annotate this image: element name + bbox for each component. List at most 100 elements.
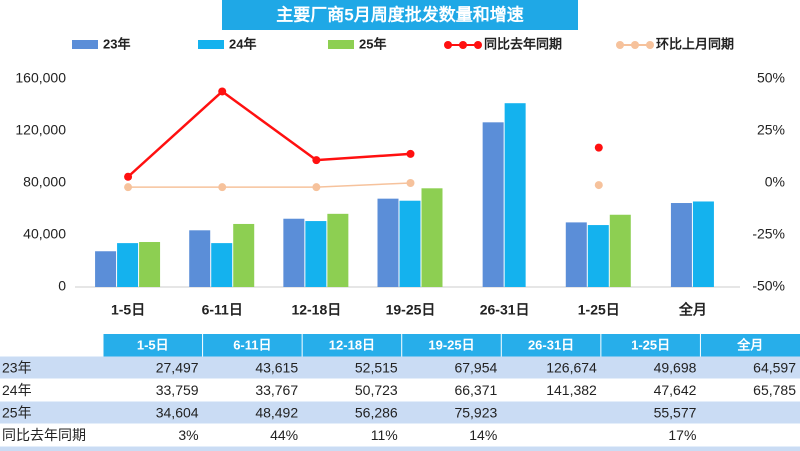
table-cell: 44% (270, 427, 298, 443)
legend-label: 24年 (229, 36, 256, 51)
table-cell: 3% (178, 427, 198, 443)
table-header: 1-5日 (137, 338, 169, 353)
bar (421, 188, 443, 287)
table-cell: 11% (371, 427, 398, 443)
line-point (406, 179, 415, 187)
table-row-bg (0, 356, 800, 379)
table-header: 12-18日 (329, 338, 375, 353)
legend-dot (444, 41, 452, 49)
table-row-bg (0, 379, 800, 402)
bar (117, 243, 139, 287)
line-point (312, 183, 321, 192)
x-tick-label: 6-11日 (202, 302, 243, 318)
table-cell: 33,767 (255, 382, 298, 398)
y2-tick-label: 0% (765, 174, 785, 190)
bar (504, 103, 526, 287)
bar (399, 200, 421, 287)
x-tick-label: 1-25日 (578, 302, 620, 318)
bar (609, 214, 631, 287)
table-cell: 67,954 (454, 359, 497, 375)
legend-dot (459, 41, 467, 49)
line-point (218, 183, 227, 192)
y-tick-label: 160,000 (15, 70, 66, 86)
y2-tick-label: 50% (757, 70, 785, 86)
table-cell: 50,723 (355, 382, 398, 398)
table-header: 26-31日 (528, 338, 574, 353)
line (128, 183, 599, 187)
line-point (594, 143, 603, 152)
y2-tick-label: -25% (752, 226, 785, 242)
legend-label: 环比上月同期 (656, 36, 734, 51)
legend-swatch (72, 40, 98, 49)
table-cell: 64,597 (753, 359, 796, 375)
line-point (124, 183, 133, 192)
line (128, 91, 599, 176)
legend-dot (474, 41, 482, 49)
x-tick-label: 全月 (678, 302, 707, 318)
bar (211, 243, 233, 287)
table-cell: 55,577 (654, 404, 697, 420)
bar (305, 221, 327, 287)
bar (482, 122, 504, 288)
bar (327, 213, 349, 287)
table-cell: 33,759 (156, 382, 199, 398)
legend-swatch (198, 40, 224, 49)
y-tick-label: 0 (58, 278, 66, 294)
bar (189, 230, 211, 287)
table-row-bg (0, 424, 800, 447)
y-tick-label: 120,000 (15, 122, 66, 138)
bar (283, 218, 305, 287)
table-header-bg (103, 334, 800, 357)
legend-label: 25年 (359, 36, 386, 51)
table-cell: 47,642 (654, 382, 697, 398)
x-tick-label: 1-5日 (111, 302, 145, 318)
x-tick-label: 26-31日 (480, 302, 530, 318)
table-cell: 65,785 (753, 382, 796, 398)
line-point (124, 172, 133, 181)
legend-dot (616, 41, 624, 49)
table-cell: 17% (668, 427, 696, 443)
table-cell: 48,492 (255, 404, 298, 420)
table-row-bg (0, 401, 800, 424)
table-cell: 43,615 (255, 359, 298, 375)
table-cell: 66,371 (454, 382, 497, 398)
table-cell: 14% (469, 427, 497, 443)
line-point (406, 149, 415, 158)
table-row-bg (0, 446, 800, 451)
line-point (594, 181, 603, 190)
y-tick-label: 40,000 (23, 226, 66, 242)
legend-label: 同比去年同期 (484, 36, 562, 51)
x-tick-label: 12-18日 (291, 302, 341, 318)
chart-title: 主要厂商5月周度批发数量和增速 (276, 4, 523, 24)
bar (95, 251, 117, 287)
table-cell: 49,698 (654, 359, 697, 375)
table-cell: 52,515 (355, 359, 398, 375)
line-point (312, 156, 321, 165)
bar (377, 198, 399, 287)
table-header: 19-25日 (428, 338, 474, 353)
bar (565, 222, 587, 287)
table-cell: 141,382 (546, 382, 597, 398)
x-tick-label: 19-25日 (386, 302, 436, 318)
table-cell: 34,604 (156, 404, 199, 420)
y2-tick-label: 25% (757, 122, 785, 138)
line-point (218, 87, 227, 96)
table-row-label: 同比去年同期 (2, 427, 86, 443)
bar (233, 223, 255, 287)
table-cell: 56,286 (355, 404, 398, 420)
table-row-label: 25年 (2, 404, 32, 420)
title-bar (222, 0, 578, 30)
bar (670, 203, 692, 287)
table-header: 6-11日 (233, 338, 271, 353)
table-cell: 126,674 (546, 359, 597, 375)
legend-swatch (328, 40, 354, 49)
table-cell: 75,923 (454, 404, 497, 420)
bar (587, 225, 609, 287)
table-row-label: 24年 (2, 382, 32, 398)
table-header: 全月 (736, 338, 763, 353)
bar (139, 242, 161, 287)
table-header: 1-25日 (631, 338, 670, 353)
legend-dot (631, 41, 639, 49)
